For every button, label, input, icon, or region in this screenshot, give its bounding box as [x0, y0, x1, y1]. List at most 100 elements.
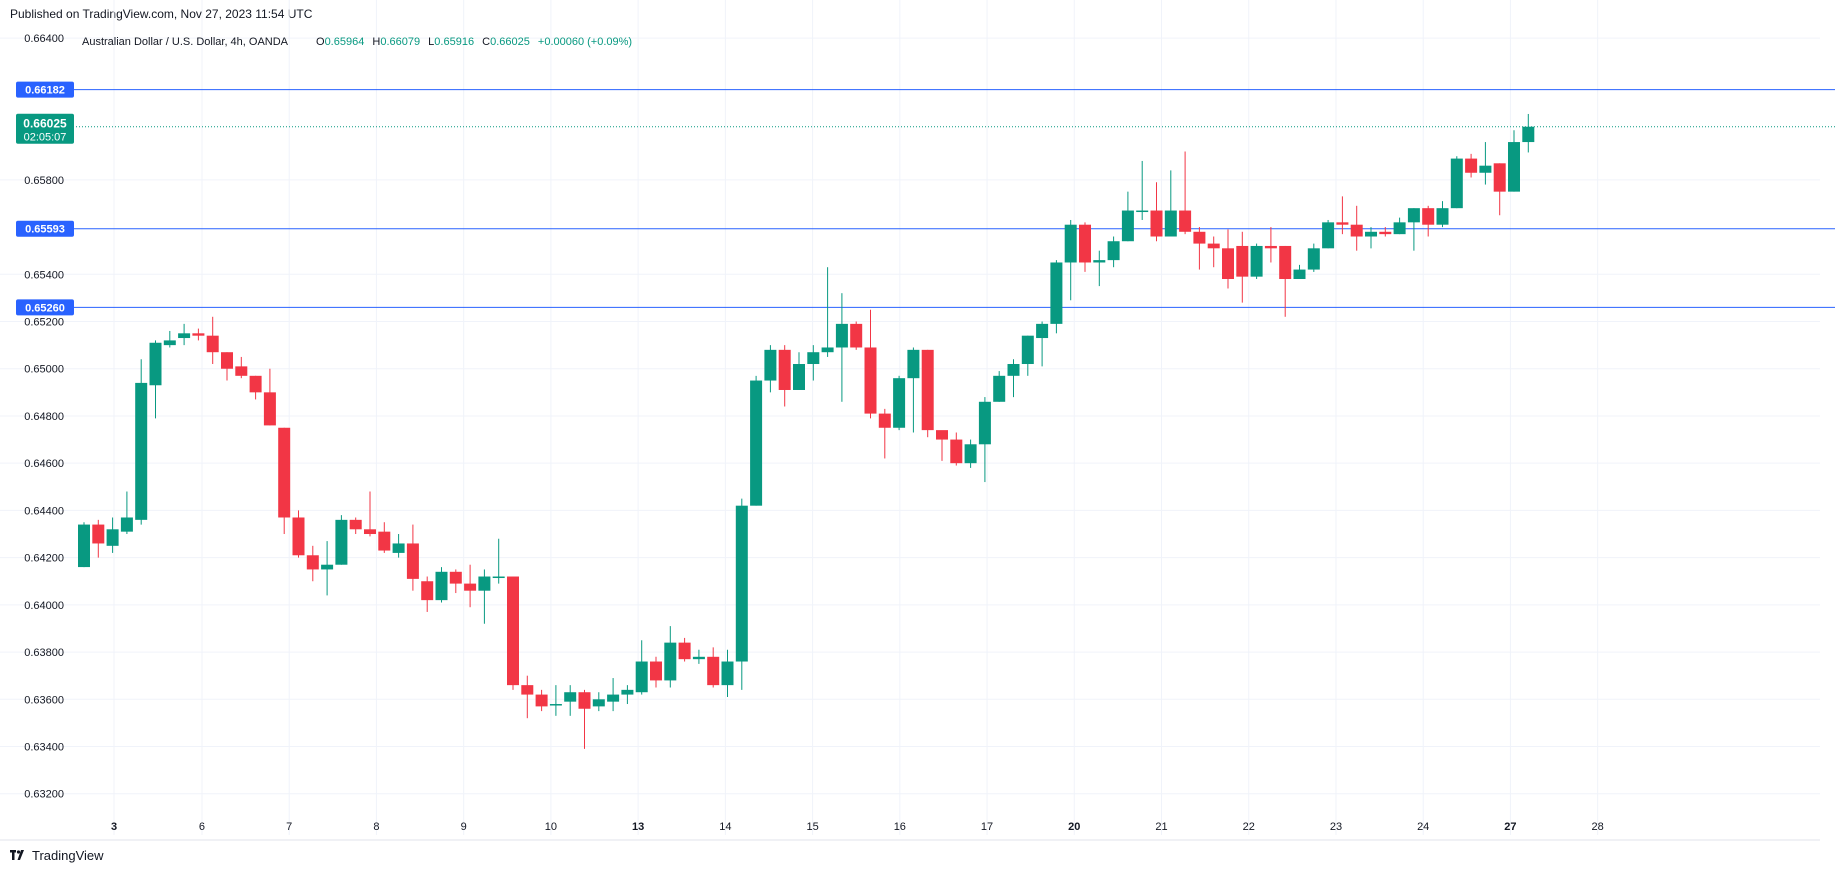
- candle-down: [535, 689, 548, 712]
- candle-up: [721, 649, 734, 697]
- candle-up: [635, 640, 648, 695]
- current-price-tag: [16, 113, 74, 144]
- candle-down: [1336, 196, 1349, 235]
- candle-body: [1336, 222, 1349, 225]
- candle-body: [507, 576, 519, 686]
- candle-body: [206, 335, 219, 353]
- y-tick-label: 0.64200: [24, 553, 64, 565]
- candle-up: [392, 534, 405, 558]
- legend-c-value: 0.66025: [490, 36, 530, 48]
- candle-up: [1508, 130, 1520, 192]
- candle-body: [821, 347, 834, 353]
- footer-brand[interactable]: TradingView: [10, 848, 104, 863]
- candle-down: [950, 432, 963, 466]
- candle-up: [1450, 156, 1463, 209]
- candle-up: [1250, 243, 1263, 280]
- candle-body: [964, 444, 977, 464]
- countdown-label: 02:05:07: [24, 132, 67, 144]
- legend-h-value: 0.66079: [380, 36, 420, 48]
- footer-brand-label: TradingView: [32, 848, 104, 863]
- level-tag: [16, 299, 74, 316]
- legend-c-label: C: [482, 36, 490, 48]
- candle-down: [507, 576, 519, 690]
- candle-body: [1450, 158, 1463, 209]
- candle-up: [1164, 170, 1177, 237]
- candle-body: [1279, 245, 1292, 280]
- x-tick-label: 7: [286, 821, 292, 833]
- candle-body: [1407, 208, 1420, 223]
- y-tick-label: 0.64600: [24, 458, 64, 470]
- y-tick-label: 0.64400: [24, 505, 64, 517]
- candle-up: [1436, 201, 1449, 228]
- candle-down: [349, 517, 362, 535]
- candle-down: [249, 375, 262, 400]
- legend-l-value: 0.65916: [434, 36, 474, 48]
- y-tick-label: 0.65400: [24, 269, 64, 281]
- x-tick-label: 16: [894, 821, 906, 833]
- y-tick-label: 0.63600: [24, 694, 64, 706]
- candle-body: [1093, 260, 1106, 263]
- candle-body: [1350, 224, 1363, 237]
- candle-up: [1093, 250, 1106, 287]
- candle-body: [292, 517, 305, 556]
- candle-body: [392, 543, 405, 553]
- candle-down: [921, 349, 934, 438]
- legend-l-label: L: [428, 36, 434, 48]
- candle-body: [835, 323, 848, 348]
- level-tag: [16, 81, 74, 98]
- candle-up: [1407, 208, 1420, 251]
- price-axis[interactable]: 0.63200 0.63400 0.63600 0.63800 0.64000 0.642…: [24, 33, 64, 801]
- candle-up: [1121, 191, 1134, 242]
- candle-down: [1379, 227, 1392, 237]
- candle-body: [978, 401, 991, 445]
- candle-body: [850, 323, 863, 348]
- candle-body: [78, 524, 90, 568]
- candle-down: [235, 356, 248, 379]
- candle-up: [1479, 142, 1492, 185]
- time-axis[interactable]: 3 6 7 8 9 10 13 14 15 16 17 20 21 22 23 24 27 28: [111, 821, 1604, 833]
- candle-body: [1264, 245, 1277, 249]
- candle-up: [835, 293, 848, 402]
- candle-body: [592, 699, 605, 707]
- candle-body: [1479, 165, 1492, 173]
- candle-body: [1379, 231, 1392, 235]
- x-tick-label: 28: [1592, 821, 1604, 833]
- candle-body: [1236, 245, 1249, 277]
- candle-body: [1007, 364, 1020, 376]
- x-tick-label: 14: [719, 821, 731, 833]
- horizontal-levels: 0.66182 0.65593 0.65260: [16, 81, 1835, 316]
- candle-body: [1222, 248, 1234, 280]
- candle-up: [978, 397, 991, 483]
- candle-body: [621, 689, 634, 695]
- symbol-legend: Australian Dollar / U.S. Dollar, 4h, OAN…: [82, 36, 632, 48]
- candle-body: [750, 380, 763, 506]
- level-label: 0.65260: [25, 302, 65, 314]
- candle-down: [878, 408, 891, 459]
- candle-body: [635, 661, 648, 693]
- tradingview-logo-icon: [10, 849, 28, 862]
- candle-body: [950, 439, 963, 464]
- candle-up: [1021, 335, 1034, 376]
- candle-up: [1064, 219, 1077, 301]
- candle-body: [478, 576, 491, 591]
- x-tick-label: 6: [199, 821, 205, 833]
- candle-up: [1136, 160, 1149, 220]
- candle-down: [936, 430, 948, 461]
- candle-body: [364, 529, 376, 535]
- candle-body: [664, 642, 677, 681]
- candle-body: [521, 685, 534, 695]
- x-tick-label: 17: [981, 821, 993, 833]
- candle-body: [221, 352, 233, 369]
- candle-body: [235, 366, 248, 376]
- x-tick-label: 15: [806, 821, 818, 833]
- candle-up: [964, 439, 977, 468]
- legend-change: +0.00060 (+0.09%): [538, 36, 632, 48]
- candle-up: [621, 685, 634, 705]
- candle-body: [464, 583, 477, 591]
- candle-up: [735, 498, 748, 690]
- candle-body: [435, 571, 448, 601]
- candle-body: [1393, 222, 1406, 235]
- candle-body: [678, 642, 691, 660]
